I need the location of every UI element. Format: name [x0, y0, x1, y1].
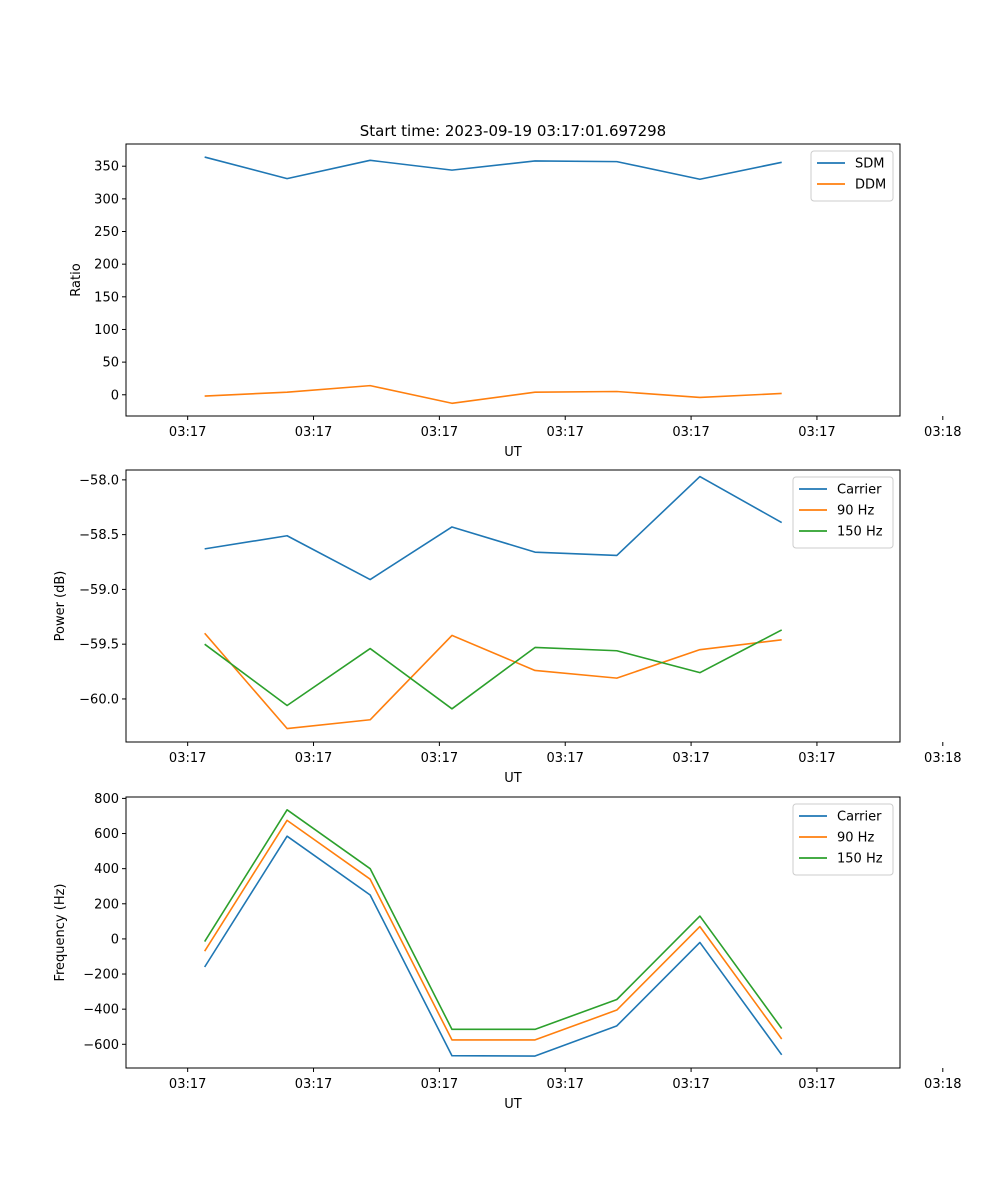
x-axis-label: UT	[504, 1097, 522, 1112]
axes-frame	[125, 143, 901, 417]
series-line-150-hz	[204, 629, 783, 710]
x-tick-label: 03:18	[924, 751, 961, 766]
x-tick-label: 03:17	[798, 1077, 835, 1092]
legend: Carrier 90 Hz 150 Hz	[792, 803, 894, 876]
y-tick-label: −58.0	[79, 473, 119, 488]
y-tick-label: 300	[94, 192, 119, 207]
legend-label: 90 Hz	[837, 504, 874, 519]
y-tick-label: −400	[83, 1003, 119, 1018]
y-tick-label: −600	[83, 1038, 119, 1053]
legend-label: Carrier	[837, 810, 882, 825]
y-tick-label: 0	[111, 388, 119, 403]
x-tick-label: 03:17	[295, 425, 332, 440]
x-axis-label: UT	[504, 771, 522, 786]
y-tick-label: 50	[102, 356, 119, 371]
x-tick-label: 03:17	[421, 1077, 458, 1092]
x-tick-label: 03:17	[546, 751, 583, 766]
series-line-90-hz	[203, 819, 783, 1041]
x-tick-label: 03:17	[672, 1077, 709, 1092]
y-axis-label: Power (dB)	[53, 571, 68, 642]
x-tick-label: 03:17	[169, 425, 206, 440]
y-tick-label: 800	[94, 792, 119, 807]
y-tick-label: 600	[94, 827, 119, 842]
legend-label: 90 Hz	[837, 831, 874, 846]
x-tick-label: 03:17	[546, 425, 583, 440]
y-tick-label: 400	[94, 862, 119, 877]
y-tick-label: 150	[94, 290, 119, 305]
legend: SDM DDM	[810, 150, 894, 202]
legend-label: 150 Hz	[837, 852, 883, 867]
y-axis-label: Frequency (Hz)	[53, 883, 68, 981]
legend-label: SDM	[855, 157, 884, 172]
series-line-carrier	[204, 475, 783, 581]
legend-label: 150 Hz	[837, 525, 883, 540]
y-tick-label: 200	[94, 258, 119, 273]
x-tick-label: 03:18	[924, 425, 961, 440]
y-tick-label: −59.0	[79, 583, 119, 598]
x-tick-label: 03:17	[672, 425, 709, 440]
series-line-90-hz	[204, 632, 782, 730]
x-axis-label: UT	[504, 445, 522, 460]
x-tick-label: 03:17	[798, 425, 835, 440]
legend-label: Carrier	[837, 483, 882, 498]
y-tick-label: −59.5	[79, 638, 119, 653]
y-tick-label: 0	[111, 932, 119, 947]
series-line-carrier	[203, 835, 783, 1057]
x-tick-label: 03:17	[169, 1077, 206, 1092]
subplot-2: 03:17 03:17 03:17 03:17 03:17 03:17 03:18 −60.0…	[53, 469, 962, 786]
axes-frame	[125, 469, 901, 743]
y-tick-label: −58.5	[79, 528, 119, 543]
x-tick-label: 03:17	[421, 751, 458, 766]
y-tick-label: 250	[94, 225, 119, 240]
y-tick-label: 200	[94, 897, 119, 912]
x-tick-label: 03:17	[421, 425, 458, 440]
subplot-3: 03:17 03:17 03:17 03:17 03:17 03:17 03:18 −600 −…	[53, 792, 962, 1112]
x-tick-label: 03:17	[798, 751, 835, 766]
series-line-ddm	[204, 384, 782, 405]
y-tick-label: −60.0	[79, 692, 119, 707]
series-line-150-hz	[203, 809, 783, 1031]
y-axis-label: Ratio	[69, 263, 84, 296]
legend: Carrier 90 Hz 150 Hz	[792, 476, 894, 549]
x-tick-label: 03:18	[924, 1077, 961, 1092]
series-line-sdm	[204, 156, 782, 181]
x-tick-label: 03:17	[295, 1077, 332, 1092]
x-tick-label: 03:17	[672, 751, 709, 766]
x-tick-label: 03:17	[546, 1077, 583, 1092]
subplot-1: 03:17 03:17 03:17 03:17 03:17 03:17 03:18 0 50 10…	[69, 143, 962, 460]
legend-label: DDM	[855, 178, 886, 193]
y-tick-label: 100	[94, 323, 119, 338]
figure-title: Start time: 2023-09-19 03:17:01.697298	[360, 122, 666, 140]
axes-frame	[125, 796, 901, 1069]
y-tick-label: −200	[83, 968, 119, 983]
x-tick-label: 03:17	[295, 751, 332, 766]
y-tick-label: 350	[94, 160, 119, 175]
x-tick-label: 03:17	[169, 751, 206, 766]
subplots: 03:17 03:17 03:17 03:17 03:17 03:17 03:18 0 50 10…	[53, 143, 962, 1112]
